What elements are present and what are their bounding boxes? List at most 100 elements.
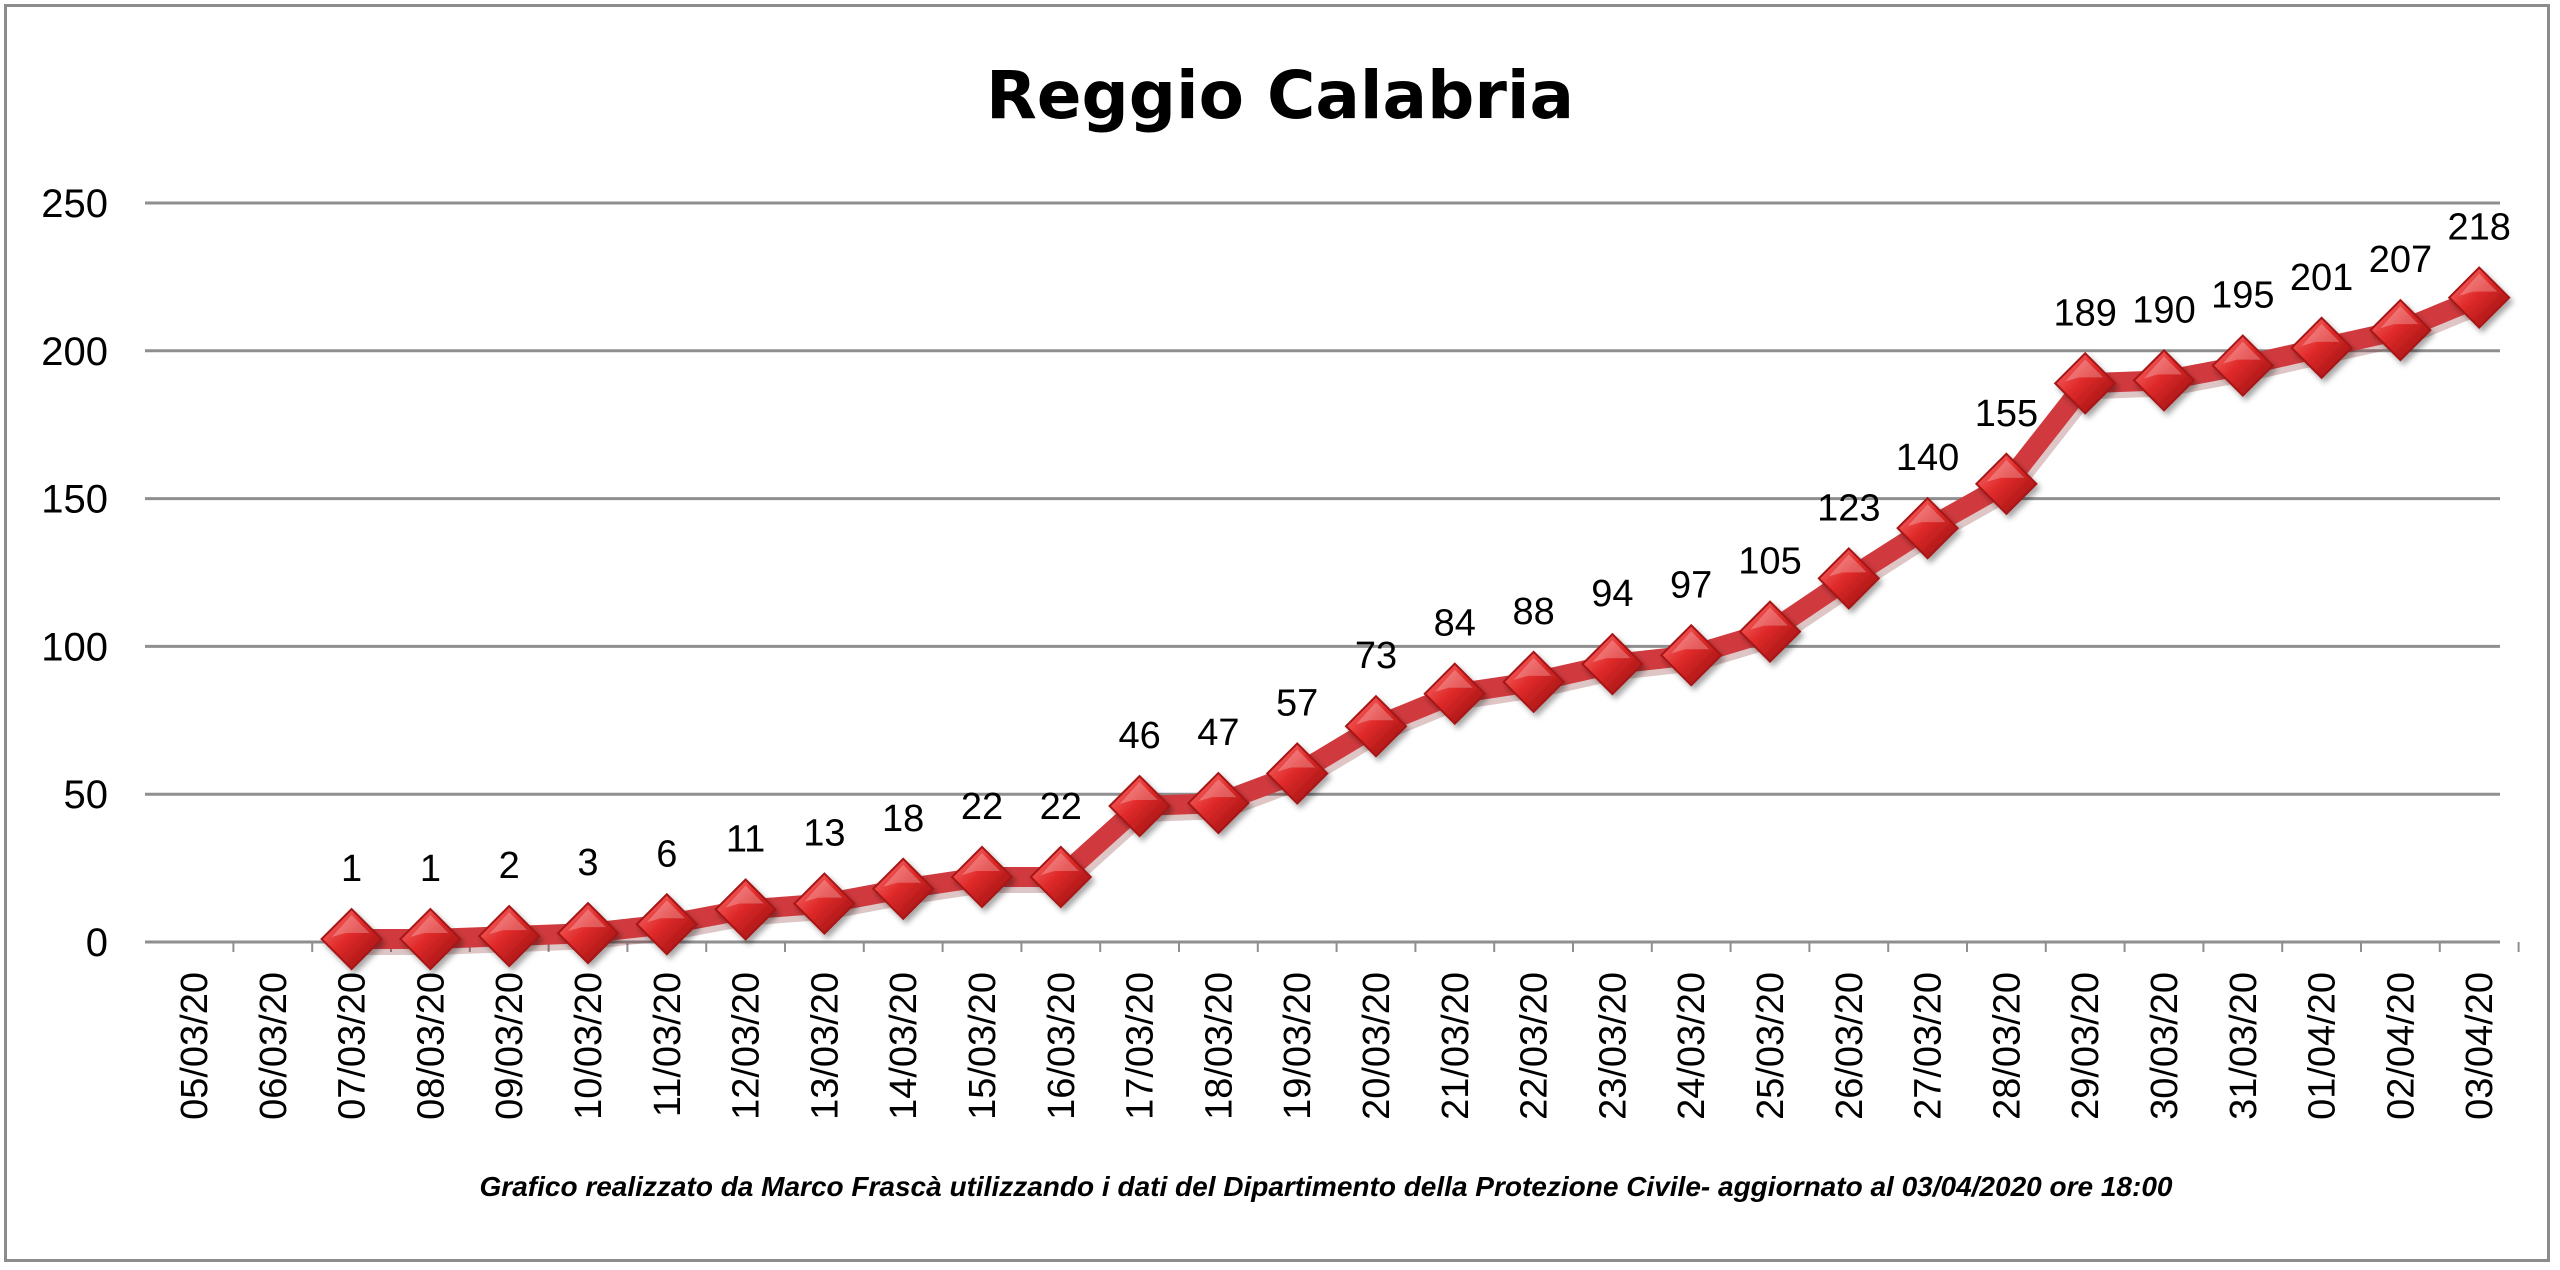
- x-tick-label: 21/03/20: [1435, 972, 1477, 1120]
- data-point-09/03/20: [477, 904, 541, 968]
- x-tick-label: 11/03/20: [647, 972, 689, 1117]
- data-point-17/03/20: [1108, 774, 1172, 838]
- data-point-31/03/20: [2211, 334, 2275, 397]
- x-tick-label: 01/04/20: [2302, 972, 2344, 1120]
- x-tick-label: 25/03/20: [1750, 972, 1792, 1120]
- data-point-highlight: [2065, 359, 2104, 382]
- y-axis: 0 50 100 150 200 250: [41, 182, 108, 965]
- data-label-31/03/20: 195: [2211, 275, 2274, 317]
- footnote: Grafico realizzato da Marco Frascà utili…: [480, 1171, 2173, 1202]
- data-point-08/03/20: [398, 907, 462, 971]
- data-point-highlight: [489, 912, 528, 935]
- x-tick-label: 13/03/20: [804, 972, 846, 1120]
- data-point-24/03/20: [1659, 623, 1723, 687]
- data-point-18/03/20: [1186, 771, 1250, 835]
- data-point-16/03/20: [1029, 845, 1093, 909]
- x-tick-label: 05/03/20: [174, 972, 216, 1120]
- data-point-23/03/20: [1580, 632, 1644, 696]
- data-point-21/03/20: [1423, 662, 1487, 726]
- data-point-highlight: [568, 909, 606, 932]
- data-label-11/03/20: 6: [656, 833, 677, 875]
- x-tick-label: 07/03/20: [332, 972, 374, 1120]
- x-tick-label: 16/03/20: [1041, 972, 1083, 1120]
- data-label-23/03/20: 94: [1591, 573, 1633, 615]
- data-point-highlight: [410, 915, 449, 938]
- data-point-26/03/20: [1817, 546, 1881, 610]
- chart-title: Reggio Calabria: [986, 57, 1574, 134]
- data-point-highlight: [331, 915, 370, 938]
- x-tick-label: 27/03/20: [1908, 972, 1950, 1120]
- data-point-highlight: [2380, 306, 2419, 329]
- x-tick-label: 28/03/20: [1986, 972, 2028, 1120]
- data-label-13/03/20: 13: [803, 813, 845, 855]
- y-tick-label: 200: [41, 330, 108, 374]
- x-tick-label: 17/03/20: [1120, 972, 1162, 1120]
- data-point-10/03/20: [556, 901, 620, 965]
- x-tick-label: 23/03/20: [1592, 972, 1634, 1120]
- data-point-25/03/20: [1738, 600, 1802, 664]
- data-point-19/03/20: [1265, 742, 1329, 805]
- data-label-08/03/20: 1: [420, 848, 441, 890]
- data-point-highlight: [1750, 607, 1788, 630]
- data-label-17/03/20: 46: [1118, 715, 1160, 757]
- data-label-03/04/20: 218: [2447, 207, 2510, 249]
- data-label-01/04/20: 201: [2290, 257, 2353, 299]
- data-label-25/03/20: 105: [1738, 541, 1801, 583]
- x-tick-label: 22/03/20: [1514, 972, 1556, 1120]
- data-point-28/03/20: [1974, 452, 2038, 516]
- data-point-12/03/20: [714, 878, 778, 941]
- data-point-highlight: [2459, 273, 2498, 296]
- data-label-09/03/20: 2: [499, 845, 520, 887]
- series-line-path: [341, 287, 2490, 949]
- data-point-highlight: [725, 885, 764, 908]
- data-label-24/03/20: 97: [1670, 564, 1712, 606]
- data-point-highlight: [1119, 782, 1158, 805]
- x-tick-label: 02/04/20: [2380, 972, 2422, 1120]
- x-tick-label: 31/03/20: [2223, 972, 2265, 1120]
- data-point-highlight: [1513, 657, 1552, 680]
- data-point-highlight: [1986, 459, 2025, 482]
- data-label-16/03/20: 22: [1040, 786, 1082, 828]
- data-point-highlight: [2144, 356, 2182, 379]
- x-tick-label: 26/03/20: [1829, 972, 1871, 1120]
- x-tick-label: 24/03/20: [1671, 972, 1713, 1120]
- data-label-12/03/20: 11: [726, 818, 765, 860]
- data-point-highlight: [646, 900, 685, 923]
- y-tick-label: 100: [41, 625, 108, 669]
- data-label-30/03/20: 190: [2132, 289, 2195, 331]
- data-point-highlight: [1040, 852, 1079, 875]
- data-label-29/03/20: 189: [2053, 292, 2116, 334]
- x-tick-label: 10/03/20: [568, 972, 610, 1120]
- data-label-22/03/20: 88: [1512, 591, 1554, 633]
- data-label-02/04/20: 207: [2369, 239, 2432, 281]
- data-point-highlight: [1356, 702, 1394, 725]
- data-point-03/04/20: [2447, 266, 2511, 330]
- data-label-07/03/20: 1: [341, 848, 362, 890]
- data-point-highlight: [804, 879, 843, 902]
- data-point-14/03/20: [871, 857, 935, 921]
- x-tick-label: 19/03/20: [1277, 972, 1319, 1120]
- data-point-highlight: [1907, 504, 1946, 527]
- y-tick-label: 150: [41, 478, 108, 522]
- data-label-20/03/20: 73: [1355, 635, 1397, 677]
- x-tick-label: 08/03/20: [410, 972, 452, 1120]
- x-tick-label: 15/03/20: [962, 972, 1004, 1120]
- x-tick-label: 30/03/20: [2144, 972, 2186, 1120]
- y-tick-label: 50: [64, 773, 109, 817]
- x-tick-label: 29/03/20: [2065, 972, 2107, 1120]
- data-point-13/03/20: [792, 872, 856, 935]
- data-point-11/03/20: [635, 892, 699, 956]
- data-label-27/03/20: 140: [1896, 437, 1959, 479]
- x-tick-label: 20/03/20: [1356, 972, 1398, 1120]
- x-tick-label: 12/03/20: [726, 972, 768, 1120]
- data-point-highlight: [1198, 779, 1237, 802]
- data-label-14/03/20: 18: [882, 798, 924, 840]
- data-point-29/03/20: [2053, 351, 2117, 415]
- data-point-30/03/20: [2132, 348, 2196, 412]
- data-label-21/03/20: 84: [1434, 603, 1476, 645]
- data-label-10/03/20: 3: [577, 842, 598, 884]
- data-point-27/03/20: [1896, 496, 1960, 560]
- x-tick-label: 06/03/20: [253, 972, 295, 1120]
